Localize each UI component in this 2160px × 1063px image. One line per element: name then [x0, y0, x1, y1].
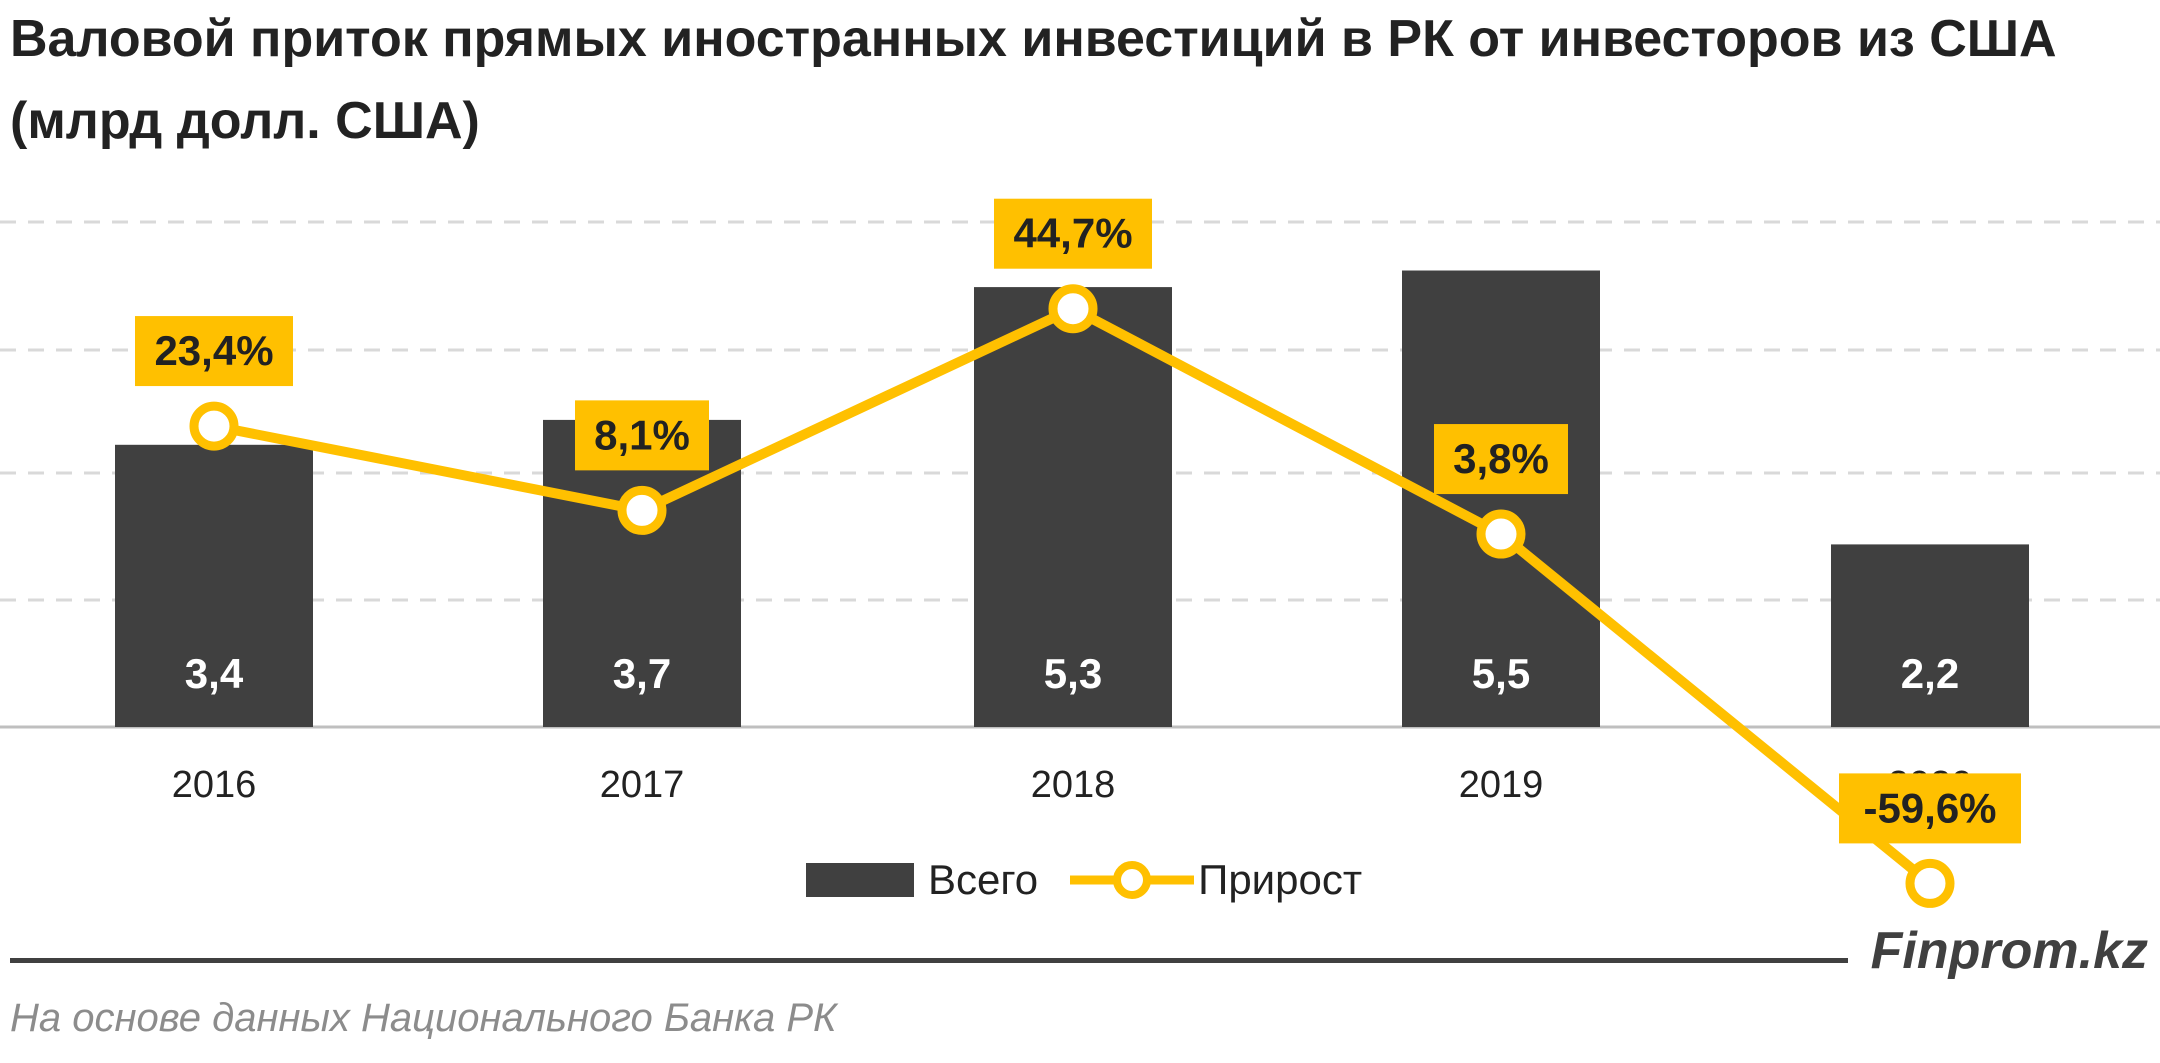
bar-2020	[1831, 544, 2029, 727]
growth-label-box-2018	[994, 198, 1152, 269]
bar-value-label-2017: 3,7	[613, 650, 671, 697]
bar-value-label-2020: 2,2	[1901, 650, 1959, 697]
brand-logo-text: Finprom.kz	[1870, 922, 2148, 980]
footer-rule	[10, 958, 1848, 963]
growth-label-2018: 44,7%	[1013, 210, 1132, 257]
legend-swatch-growth	[1070, 861, 1195, 899]
chart-title: Валовой приток прямых иностранных инвест…	[10, 10, 2057, 150]
legend-label-total: Всего	[928, 856, 1039, 903]
growth-marker-2020	[1905, 858, 1955, 908]
x-tick-label-2019: 2019	[1459, 764, 1544, 806]
growth-label-2016: 23,4%	[154, 327, 273, 374]
x-tick-label-2016: 2016	[172, 764, 257, 806]
x-tick-label-2018: 2018	[1031, 764, 1116, 806]
bar-2016	[115, 444, 313, 727]
growth-label-box-2016	[135, 316, 293, 387]
bar-2018	[974, 287, 1172, 727]
growth-label-box-2020	[1839, 773, 2021, 844]
growth-marker-2017	[617, 485, 667, 535]
growth-label-2017: 8,1%	[594, 411, 690, 458]
legend-swatch-total	[806, 863, 914, 897]
source-note: На основе данных Национального Банка РК	[10, 996, 837, 1040]
bar-value-label-2018: 5,3	[1044, 650, 1102, 697]
growth-label-2019: 3,8%	[1453, 435, 1549, 482]
growth-label-2020: -59,6%	[1863, 784, 1996, 831]
legend-label-growth: Прирост	[1198, 856, 1363, 903]
growth-label-box-2019	[1434, 424, 1568, 495]
growth-label-box-2017	[575, 400, 709, 471]
growth-marker-2018	[1048, 284, 1098, 334]
growth-marker-2016	[189, 401, 239, 451]
bar-value-label-2016: 3,4	[185, 650, 244, 697]
bar-value-label-2019: 5,5	[1472, 650, 1530, 697]
x-tick-label-2017: 2017	[600, 764, 685, 806]
chart-legend: Всего Прирост	[806, 852, 1362, 908]
bar-2017	[543, 419, 741, 727]
growth-marker-2019	[1476, 509, 1526, 559]
